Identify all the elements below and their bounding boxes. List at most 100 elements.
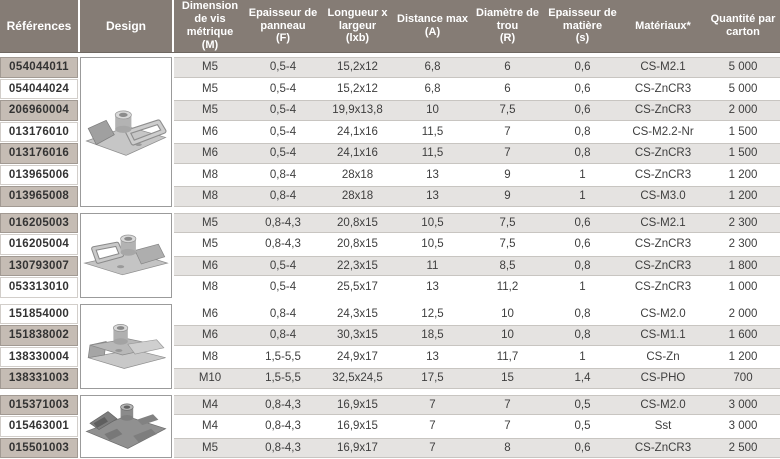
a-cell: 13 — [426, 281, 439, 294]
a-cell: 18,5 — [421, 329, 444, 342]
material-cell: CS-M1.1 — [640, 329, 686, 342]
f-cell: 0,8-4,3 — [265, 238, 301, 251]
clip-nut-3d-render-1 — [85, 110, 167, 156]
table-row: M6 0,5-4 22,3x15 11 8,5 0,8 CS-ZnCR3 1 800 — [174, 255, 780, 276]
r-cell: 11,7 — [496, 350, 519, 363]
lxb-cell: 24,3x15 — [337, 307, 378, 320]
lxb-cell: 22,3x15 — [337, 259, 378, 272]
f-cell: 0,8-4,3 — [265, 398, 301, 411]
r-cell: 6 — [504, 82, 511, 95]
table-row: M4 0,8-4,3 16,9x15 7 7 0,5 Sst 3 000 — [174, 416, 780, 437]
table-row: M6 0,8-4 24,3x15 12,5 10 0,8 CS-M2.0 2 000 — [174, 303, 780, 324]
s-cell: 1 — [579, 281, 586, 294]
s-cell: 0,6 — [574, 61, 591, 74]
material-cell: CS-PHO — [640, 372, 686, 385]
quantity-cell: 1 200 — [728, 350, 758, 363]
references-column: 151854000 151838002 138330004 138331003 — [0, 303, 78, 389]
m-cell: M5 — [202, 61, 218, 74]
f-cell: 0,5-4 — [269, 82, 297, 95]
material-cell: CS-M2.1 — [640, 216, 686, 229]
a-cell: 11,5 — [421, 147, 444, 160]
a-cell: 12,5 — [421, 307, 444, 320]
table-header: Références Design Dimension de vis métri… — [0, 0, 780, 53]
f-cell: 0,8-4,3 — [265, 441, 301, 454]
references-column: 016205003 016205004 130793007 053313010 — [0, 212, 78, 298]
reference-cell: 206960004 — [0, 100, 78, 121]
lxb-cell: 16,9x15 — [337, 398, 378, 411]
s-cell: 0,5 — [574, 398, 591, 411]
m-cell: M6 — [202, 125, 218, 138]
table-row: M8 0,5-4 25,5x17 13 11,2 1 CS-ZnCR3 1 000 — [174, 277, 780, 298]
r-cell: 6 — [504, 61, 511, 74]
s-cell: 0,8 — [574, 307, 591, 320]
lxb-cell: 24,9x17 — [337, 350, 378, 363]
r-cell: 8 — [504, 441, 511, 454]
reference-cell: 016205003 — [0, 212, 78, 233]
f-cell: 0,8-4 — [269, 329, 297, 342]
s-cell: 1 — [579, 190, 586, 203]
quantity-cell: 1 500 — [728, 147, 758, 160]
a-cell: 13 — [426, 168, 439, 181]
product-group: 015371003 015463001 015501003 M4 0,8-4,3 16,… — [0, 394, 780, 458]
a-cell: 13 — [426, 350, 439, 363]
lxb-cell: 20,8x15 — [337, 238, 378, 251]
column-header-hole-diameter: Diamètre de trou (R) — [470, 0, 545, 52]
data-column: M6 0,8-4 24,3x15 12,5 10 0,8 CS-M2.0 2 000 M6 0,8… — [174, 303, 780, 389]
f-cell: 0,5-4 — [269, 259, 297, 272]
s-cell: 0,6 — [574, 104, 591, 117]
s-cell: 0,5 — [574, 420, 591, 433]
table-body: 054044011 054044024 206960004 013176010 0131… — [0, 53, 780, 458]
m-cell: M8 — [202, 168, 218, 181]
s-cell: 0,6 — [574, 441, 591, 454]
column-header-material-thickness: Epaisseur de matière (s) — [545, 0, 620, 52]
quantity-cell: 2 300 — [728, 238, 758, 251]
material-cell: CS-Zn — [646, 350, 680, 363]
quantity-cell: 2 000 — [728, 104, 758, 117]
f-cell: 1,5-5,5 — [265, 372, 301, 385]
data-column: M4 0,8-4,3 16,9x15 7 7 0,5 CS-M2.0 3 000 M4 0,8-4… — [174, 394, 780, 458]
m-cell: M4 — [202, 420, 218, 433]
table-row: M8 1,5-5,5 24,9x17 13 11,7 1 CS-Zn 1 200 — [174, 346, 780, 367]
s-cell: 0,8 — [574, 125, 591, 138]
lxb-cell: 32,5x24,5 — [332, 372, 383, 385]
quantity-cell: 1 600 — [728, 329, 758, 342]
material-cell: CS-ZnCR3 — [634, 259, 692, 272]
quantity-cell: 1 500 — [728, 125, 758, 138]
material-cell: CS-ZnCR3 — [634, 147, 692, 160]
reference-cell: 013176010 — [0, 121, 78, 142]
clip-nut-3d-render-3 — [87, 324, 166, 369]
s-cell: 0,8 — [574, 147, 591, 160]
lxb-cell: 15,2x12 — [337, 82, 378, 95]
m-cell: M4 — [202, 398, 218, 411]
table-row: M8 0,8-4 28x18 13 9 1 CS-M3.0 1 200 — [174, 186, 780, 207]
quantity-cell: 1 200 — [728, 190, 758, 203]
m-cell: M8 — [202, 190, 218, 203]
quantity-cell: 1 200 — [728, 168, 758, 181]
f-cell: 0,8-4 — [269, 168, 297, 181]
quantity-cell: 1 800 — [728, 259, 758, 272]
quantity-cell: 1 000 — [728, 281, 758, 294]
reference-cell: 054044024 — [0, 78, 78, 99]
m-cell: M6 — [202, 147, 218, 160]
data-column: M5 0,5-4 15,2x12 6,8 6 0,6 CS-M2.1 5 000 M5 0,5-4… — [174, 57, 780, 207]
m-cell: M5 — [202, 238, 218, 251]
table-row: M10 1,5-5,5 32,5x24,5 17,5 15 1,4 CS-PHO 700 — [174, 368, 780, 389]
r-cell: 9 — [504, 190, 511, 203]
design-image-cell — [80, 394, 172, 458]
f-cell: 0,8-4 — [269, 307, 297, 320]
a-cell: 13 — [426, 190, 439, 203]
column-header-length-width: Longueur x largeur (lxb) — [320, 0, 395, 52]
a-cell: 6,8 — [424, 61, 441, 74]
m-cell: M6 — [202, 259, 218, 272]
reference-cell: 013965008 — [0, 186, 78, 207]
lxb-cell: 25,5x17 — [337, 281, 378, 294]
material-cell: CS-M2.2-Nr — [632, 125, 694, 138]
material-cell: CS-M2.0 — [640, 307, 686, 320]
m-cell: M5 — [202, 104, 218, 117]
f-cell: 0,5-4 — [269, 281, 297, 294]
m-cell: M5 — [202, 441, 218, 454]
m-cell: M8 — [202, 350, 218, 363]
s-cell: 0,6 — [574, 216, 591, 229]
reference-cell: 151854000 — [0, 303, 78, 324]
